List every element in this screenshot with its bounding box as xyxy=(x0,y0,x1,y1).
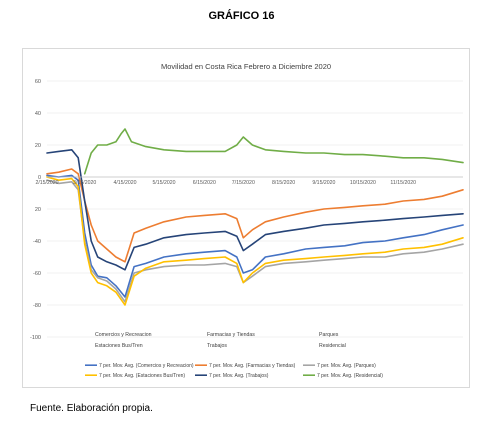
y-tick-label: -100 xyxy=(30,335,41,341)
legend-label: 7 per. Mov. Avg. (Residencial) xyxy=(317,373,383,379)
series-line xyxy=(46,174,464,298)
series-line xyxy=(46,149,464,271)
legend-label: Parques xyxy=(319,332,339,338)
legend-label: 7 per. Mov. Avg. (Parques) xyxy=(317,363,376,369)
chart-frame: Movilidad en Costa Rica Febrero a Diciem… xyxy=(22,48,470,388)
x-tick-label: 3/15/2020 xyxy=(73,180,96,186)
x-tick-label: 4/15/2020 xyxy=(113,180,136,186)
source-note: Fuente. Elaboración propia. xyxy=(30,403,153,414)
y-tick-label: -40 xyxy=(33,239,41,245)
legend-label: 7 per. Mov. Avg. (Comercios y Recreacion… xyxy=(99,363,194,369)
legend-label: Trabajos xyxy=(207,343,227,349)
series-line xyxy=(46,176,464,306)
x-tick-label: 9/15/2020 xyxy=(312,180,335,186)
series-line xyxy=(46,168,464,263)
legend-label: Comercios y Recreacion xyxy=(95,332,152,338)
legend-label: 7 per. Mov. Avg. (Farmacias y Tiendas) xyxy=(209,363,296,369)
y-tick-label: -60 xyxy=(33,271,41,277)
x-tick-label: 10/15/2020 xyxy=(350,180,376,186)
page-heading: GRÁFICO 16 xyxy=(208,10,275,22)
x-tick-label: 6/15/2020 xyxy=(193,180,216,186)
legend-label: 7 per. Mov. Avg. (Estaciones Bus/Tren) xyxy=(99,373,185,379)
y-tick-label: 40 xyxy=(35,111,41,117)
legend-label: 7 per. Mov. Avg. (Trabajos) xyxy=(209,373,269,379)
chart-title: Movilidad en Costa Rica Febrero a Diciem… xyxy=(161,62,331,71)
x-tick-label: 11/15/2020 xyxy=(390,180,416,186)
y-tick-label: 20 xyxy=(35,207,41,213)
y-tick-label: 60 xyxy=(35,79,41,85)
y-tick-label: -80 xyxy=(33,303,41,309)
x-tick-label: 2/15/2020 xyxy=(35,180,58,186)
mobility-line-chart: Movilidad en Costa Rica Febrero a Diciem… xyxy=(30,62,464,379)
x-tick-label: 5/15/2020 xyxy=(152,180,175,186)
x-tick-label: 7/15/2020 xyxy=(232,180,255,186)
series-line xyxy=(83,128,464,175)
y-tick-label: 20 xyxy=(35,143,41,149)
legend-label: Farmacias y Tiendas xyxy=(207,332,255,338)
legend-label: Estaciones Bus/Tren xyxy=(95,343,143,349)
legend-label: Residencial xyxy=(319,343,346,349)
y-tick-label: 0 xyxy=(38,175,41,181)
x-tick-label: 8/15/2020 xyxy=(272,180,295,186)
